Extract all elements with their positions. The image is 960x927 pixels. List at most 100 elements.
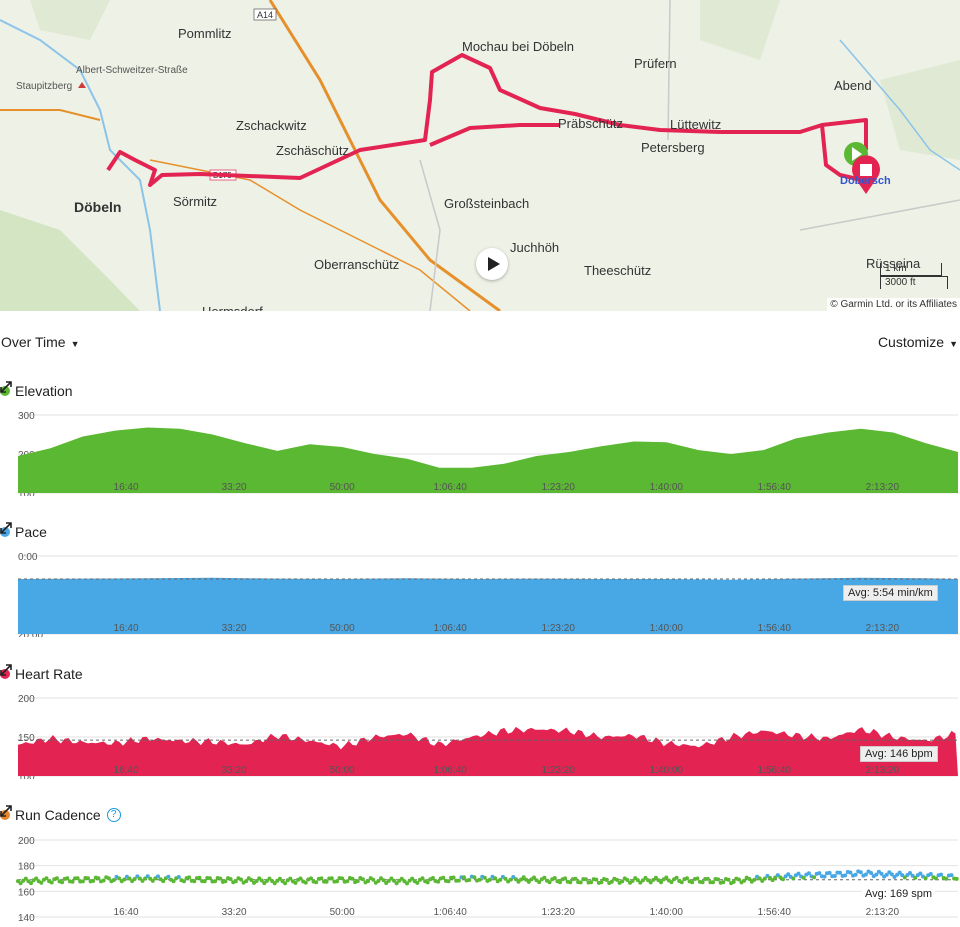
cadence-point	[923, 876, 928, 881]
x-tick-label: 2:13:20	[866, 907, 900, 918]
x-tick-label: 1:23:20	[542, 907, 576, 918]
cadence-point	[319, 876, 324, 881]
y-tick-label: 0:00	[18, 552, 38, 563]
x-tick-label: 16:40	[114, 623, 139, 634]
map-place-label: Sörmitz	[173, 194, 218, 209]
chevron-down-icon: ▼	[70, 339, 80, 349]
cadence-point	[648, 880, 653, 885]
cadence-point	[389, 876, 394, 881]
cadence-point	[796, 871, 801, 876]
customize-dropdown[interactable]: Customize ▼	[878, 334, 958, 350]
cadence-point	[858, 870, 863, 875]
cadence-point	[770, 878, 775, 883]
cadence-point	[270, 879, 275, 883]
cadence-point	[615, 877, 619, 882]
map-place-label: Lüttewitz	[670, 117, 722, 132]
cadence-point	[127, 876, 132, 881]
x-tick-label: 1:06:40	[433, 765, 467, 776]
cadence-point	[659, 880, 664, 885]
cadence-point	[298, 876, 303, 881]
y-tick-label: 200	[18, 836, 35, 847]
cadence-point	[526, 879, 531, 884]
expand-icon[interactable]	[0, 664, 12, 676]
cadence-point	[197, 875, 202, 880]
elevation-title: Elevation	[15, 383, 73, 399]
cadence-point	[685, 876, 689, 881]
cadence-point	[335, 879, 339, 884]
cadence-point	[812, 875, 817, 880]
play-button[interactable]	[476, 248, 508, 280]
x-tick-label: 50:00	[330, 907, 355, 918]
cadence-point	[399, 876, 404, 881]
cadence-point	[202, 879, 207, 884]
y-tick-label: 140	[18, 913, 35, 924]
cadence-point	[360, 877, 365, 882]
cadence-point	[542, 875, 547, 880]
cadence-point	[49, 880, 54, 885]
cadence-point	[762, 876, 767, 881]
cadence-point	[879, 871, 884, 876]
cadence-point	[405, 881, 409, 886]
x-tick-label: 50:00	[330, 623, 355, 634]
cadence-point	[594, 877, 599, 882]
cadence-point	[900, 873, 905, 878]
cadence-point	[731, 879, 736, 884]
map-attribution: © Garmin Ltd. or its Affiliates	[827, 298, 960, 311]
cadence-point	[705, 876, 710, 881]
map-place-label: Staupitzberg	[16, 81, 73, 92]
x-tick-label: 1:06:40	[433, 482, 467, 493]
cadence-point	[944, 876, 949, 881]
elevation-plot: 30020010016:4033:2050:001:06:401:23:201:…	[18, 411, 958, 496]
help-icon[interactable]: ?	[106, 808, 121, 822]
cadence-point	[187, 875, 192, 880]
cadence-point	[832, 874, 837, 878]
cadence-point	[145, 874, 150, 879]
expand-icon[interactable]	[0, 381, 12, 393]
y-tick-label: 150	[18, 733, 35, 744]
route-map[interactable]: A14 B175 Dobersch Pommlitz Albert-Schweit…	[0, 0, 960, 311]
cadence-point	[558, 880, 562, 885]
cadence-point	[228, 877, 233, 882]
cadence-point	[736, 877, 741, 882]
cadence-point	[23, 876, 28, 881]
cadence-point	[34, 876, 39, 881]
expand-icon[interactable]	[0, 522, 12, 534]
map-place-label: Abend	[834, 78, 872, 93]
cadence-point	[869, 871, 874, 875]
cadence-point	[503, 876, 508, 881]
end-place-label: Dobersch	[840, 175, 891, 187]
map-scale: 1 km 3000 ft	[878, 261, 948, 293]
scale-ft: 3000 ft	[880, 276, 948, 289]
over-time-dropdown[interactable]: Over Time ▼	[1, 334, 80, 350]
cadence-point	[651, 877, 656, 882]
cadence-point	[91, 878, 96, 883]
cadence-point	[822, 874, 827, 879]
cadence-point	[272, 881, 277, 886]
cadence-point	[757, 876, 762, 881]
cadence-point	[848, 870, 853, 875]
cadence-point	[117, 876, 122, 881]
elevation-chart: 30020010016:4033:2050:001:06:401:23:201:…	[0, 381, 960, 496]
cadence-point	[939, 872, 944, 877]
expand-icon[interactable]	[0, 805, 12, 817]
map-place-label: Prüfern	[634, 56, 677, 71]
heart-rate-plot: 20015010016:4033:2050:001:06:401:23:201:…	[18, 694, 958, 779]
cadence-point	[889, 872, 894, 877]
cadence-point	[863, 872, 868, 877]
cadence-point	[244, 879, 249, 884]
cadence-point	[884, 872, 889, 877]
cadence-point	[817, 871, 822, 876]
x-tick-label: 33:20	[222, 482, 247, 493]
x-tick-label: 1:40:00	[650, 482, 684, 493]
cadence-point	[578, 880, 583, 885]
run-cadence-legend-dot	[0, 810, 10, 820]
y-tick-label: 300	[18, 411, 35, 422]
cadence-point	[646, 878, 651, 883]
cadence-point	[716, 877, 721, 882]
map-place-label: Präbschütz	[558, 116, 624, 131]
cadence-point	[791, 876, 796, 881]
cadence-point	[156, 874, 160, 879]
cadence-point	[309, 876, 313, 881]
cadence-point	[29, 881, 33, 886]
cadence-point	[329, 876, 334, 881]
